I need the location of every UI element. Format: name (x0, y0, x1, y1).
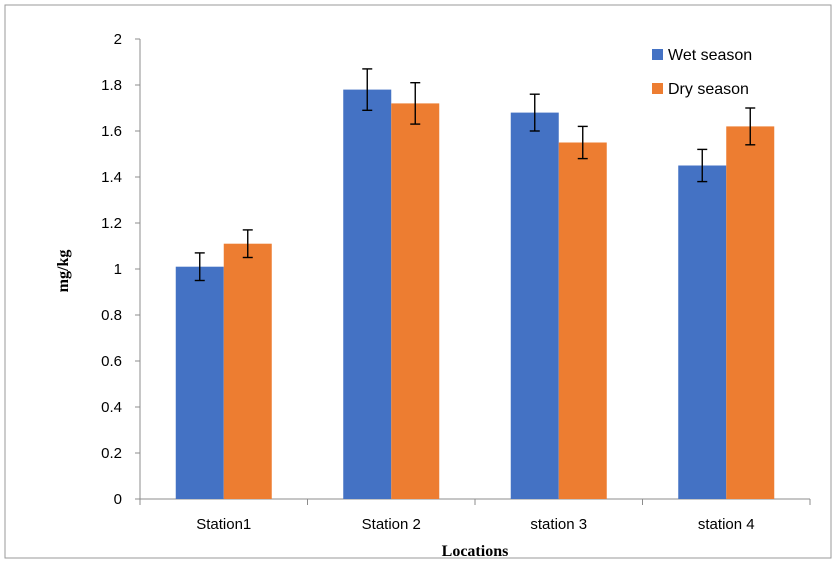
y-tick-label: 1.4 (101, 169, 122, 186)
bar (391, 103, 440, 500)
y-tick-label: 1 (114, 261, 122, 278)
bar (343, 89, 392, 499)
y-tick-label: 0.2 (101, 445, 122, 462)
x-tick-label: Station1 (196, 516, 251, 533)
legend-swatch (652, 83, 663, 94)
y-tick-label: 0.6 (101, 353, 122, 370)
y-tick-label: 0.4 (101, 399, 122, 416)
x-axis-title: Locations (442, 543, 509, 560)
x-tick-label: station 4 (698, 516, 755, 533)
x-tick-label: station 3 (530, 516, 587, 533)
bar (726, 126, 775, 500)
y-tick-label: 1.8 (101, 77, 122, 94)
y-axis-title: mg/kg (55, 250, 72, 293)
legend-label: Dry season (668, 81, 749, 98)
bar (678, 165, 727, 499)
bar (175, 266, 224, 499)
error-bars (194, 68, 756, 282)
bar (223, 243, 272, 499)
bar (558, 142, 607, 499)
y-tick-label: 0.8 (101, 307, 122, 324)
bar (510, 112, 559, 499)
y-tick-label: 0 (114, 491, 122, 508)
legend-swatch (652, 49, 663, 60)
legend: Wet season Dry season (652, 47, 752, 98)
bars (175, 89, 775, 500)
y-tick-label: 1.2 (101, 215, 122, 232)
x-tick-label: Station 2 (362, 516, 421, 533)
y-tick-label: 2 (114, 31, 122, 48)
legend-label: Wet season (668, 47, 752, 64)
y-tick-label: 1.6 (101, 123, 122, 140)
